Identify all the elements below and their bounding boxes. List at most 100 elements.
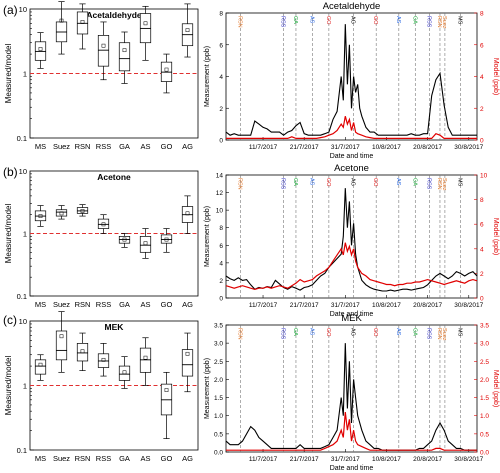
x-tick-label: GA [119, 454, 130, 463]
box-ag [181, 3, 194, 58]
y-left-tick-label: 1.5 [214, 395, 223, 402]
x-tick-label: 11/7/2017 [249, 144, 278, 151]
model-series [226, 116, 477, 139]
y-right-tick-label: 0.0 [480, 450, 489, 457]
box-as [139, 337, 152, 386]
iqr-box [118, 42, 131, 72]
box-rsn [76, 332, 89, 371]
boxplot-mek: 0.1 1 10 MEK Measured/model MS Suez RSN RSS GA AS G… [4, 311, 199, 463]
event-label: RSS [280, 328, 286, 340]
event-label: GO [372, 178, 378, 187]
mean-marker [101, 43, 106, 48]
y-tick-label: 10 [19, 317, 27, 326]
y-tick-label: 1 [23, 382, 27, 391]
x-axis-label: Date and time [330, 465, 374, 472]
event-label: GO [325, 328, 331, 337]
mean-marker [80, 349, 85, 354]
event-label: GA [292, 178, 298, 186]
mean-marker [101, 357, 106, 362]
y-left-tick-label: 8 [219, 225, 223, 232]
y-right-tick-label: 4 [480, 246, 484, 253]
box-suez [55, 311, 68, 373]
y-right-tick-label: 8 [480, 11, 484, 18]
plot-frame [29, 8, 199, 139]
y-tick-label: 10 [19, 167, 27, 176]
x-tick-label: MS [35, 300, 46, 309]
timeseries-title: MEK [341, 313, 362, 324]
event-label: RSN [436, 16, 442, 28]
event-label: AS [308, 16, 314, 24]
x-tick-label: 11/7/2017 [249, 302, 278, 309]
boxplot-title: Acetone [97, 172, 131, 182]
y-right-tick-label: 0 [480, 296, 484, 303]
y-tick-label: 1 [23, 230, 27, 239]
x-tick-label: 11/7/2017 [249, 456, 278, 463]
measurement-series [225, 24, 477, 136]
mean-marker [59, 334, 64, 339]
y-right-tick-label: 2.0 [480, 377, 489, 384]
mean-marker [59, 211, 64, 216]
x-tick-label: 31/7/2017 [331, 144, 360, 151]
iqr-box [139, 236, 152, 253]
mean-marker [185, 351, 190, 356]
mean-marker [80, 20, 85, 24]
event-label: AS [395, 328, 401, 336]
event-label: GO [372, 328, 378, 337]
mean-marker [185, 211, 190, 216]
event-label: AG [350, 16, 356, 24]
event-label: RSN [436, 178, 442, 190]
y-right-axis-label: Model (ppb) [492, 218, 499, 255]
plot-frame [225, 12, 478, 141]
x-tick-label: 10/8/2017 [372, 456, 401, 463]
event-label: AS [308, 328, 314, 336]
x-axis-label: Date and time [330, 153, 374, 160]
event-label: RSS [426, 328, 432, 340]
event-label: AS [308, 178, 314, 186]
x-tick-label: AS [140, 142, 150, 151]
mean-marker [122, 370, 127, 375]
iqr-box [55, 330, 68, 361]
y-left-tick-label: 2 [219, 278, 223, 285]
box-rsn [76, 204, 89, 217]
plot-frame [29, 320, 199, 451]
mean-marker [38, 214, 43, 218]
mean-marker [101, 222, 106, 227]
panel-label-a: (a) [3, 3, 18, 17]
x-axis-label: Date and time [330, 311, 374, 318]
x-tick-label: AG [182, 454, 193, 463]
x-tick-label: GA [119, 142, 130, 151]
x-tick-label: RSS [96, 142, 111, 151]
box-go [160, 53, 173, 94]
boxplot-acetaldehyde: 0.1 1 10 Acetaldehyde Measured/model MS Suez RS… [4, 1, 199, 151]
event-label: RSS [426, 178, 432, 190]
boxplot-acetone: 0.1 1 10 Acetone Measured/model MS Suez RSN RSS G… [4, 167, 199, 309]
y-left-tick-label: 2.0 [214, 377, 223, 384]
event-label: GA [411, 178, 417, 186]
y-left-axis-label: Measurement (ppb) [204, 206, 211, 267]
event-label: Suez [441, 16, 447, 29]
x-tick-label: RSS [96, 454, 111, 463]
box-ag [181, 332, 194, 393]
y-tick-label: 0.1 [17, 292, 27, 301]
box-as [139, 5, 152, 61]
box-ms [34, 205, 47, 227]
x-tick-label: 30/8/2017 [454, 144, 483, 151]
mean-marker [143, 355, 148, 360]
event-label: Suez [441, 328, 447, 341]
y-right-tick-label: 2 [480, 106, 484, 113]
model-series [226, 412, 477, 451]
event-label: AS [395, 178, 401, 186]
y-left-axis-label: Measurement (ppb) [204, 358, 211, 419]
mean-marker [185, 28, 190, 32]
plot-frame [225, 324, 478, 453]
mean-marker [59, 18, 64, 23]
panel-label-c: (c) [3, 313, 17, 327]
mean-marker [143, 21, 148, 26]
boxplot-title: Acetaldehyde [86, 10, 142, 20]
event-label: GO [325, 178, 331, 187]
iqr-box [181, 349, 194, 377]
y-right-tick-label: 3.0 [480, 341, 489, 348]
